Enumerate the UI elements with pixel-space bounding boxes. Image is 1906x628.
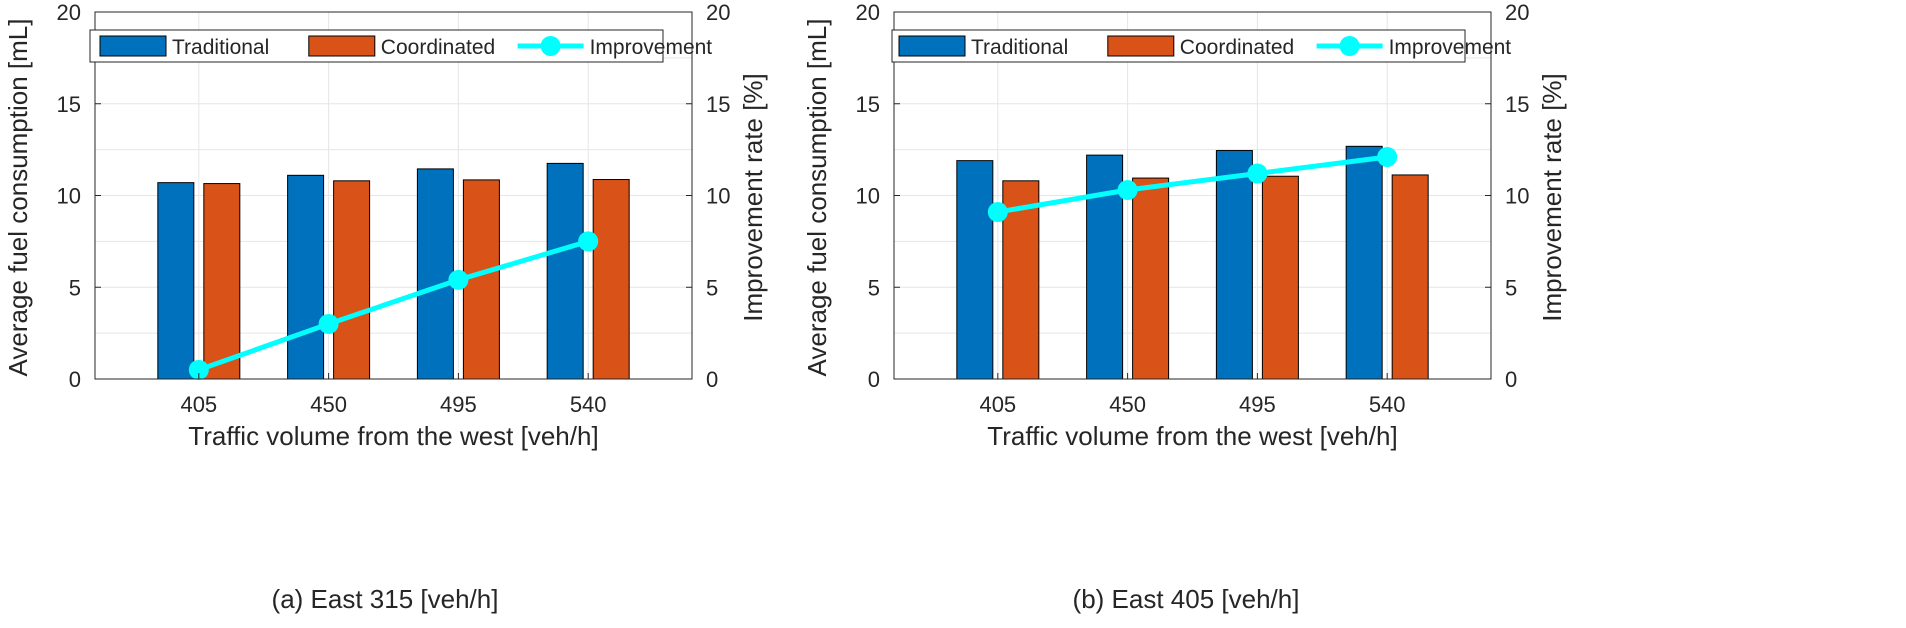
bar-traditional-450	[1086, 154, 1124, 380]
legend-label-traditional: Traditional	[971, 36, 1068, 59]
y2-tick-label: 15	[1505, 92, 1529, 117]
bar-traditional-540	[1345, 145, 1383, 380]
legend-swatch-traditional	[898, 35, 966, 57]
y-tick-label: 10	[856, 184, 880, 209]
bar-traditional-405	[157, 182, 195, 380]
chart-panel-1: 0 5 10 15 20 0 5 10 15 20 405 450 495 540 Traffic volu…	[802, 0, 1567, 614]
x-tick-label: 450	[1109, 392, 1146, 417]
y2-tick-label: 20	[706, 0, 730, 25]
legend-label-traditional: Traditional	[172, 36, 269, 59]
legend: Traditional Coordinated Improvement	[891, 29, 1512, 63]
y2-tick-label: 5	[1505, 275, 1517, 300]
point-improvement-405	[987, 202, 1008, 223]
x-tick-label: 495	[1239, 392, 1276, 417]
point-improvement-450	[1117, 179, 1138, 200]
y2-tick-label: 10	[706, 184, 730, 209]
x-tick-label: 540	[1369, 392, 1406, 417]
bar-traditional-405	[956, 160, 994, 380]
bar-traditional-450	[287, 174, 325, 380]
y2-tick-label: 15	[706, 92, 730, 117]
y-tick-label: 5	[69, 275, 81, 300]
point-improvement-495	[1247, 163, 1268, 184]
y2-tick-label: 0	[706, 367, 718, 392]
legend-swatch-coordinated	[1107, 35, 1175, 57]
y-tick-label: 0	[69, 367, 81, 392]
y2-axis-label: Improvement rate [%]	[738, 73, 768, 322]
y-tick-label: 20	[57, 0, 81, 25]
x-tick-label: 405	[180, 392, 217, 417]
bar-coordinated-405	[203, 183, 241, 380]
legend: Traditional Coordinated Improvement	[89, 29, 713, 63]
legend-label-improvement: Improvement	[1389, 36, 1512, 59]
point-improvement-405	[188, 359, 209, 380]
point-improvement-450	[318, 313, 339, 334]
y-tick-label: 15	[856, 92, 880, 117]
y2-tick-label: 0	[1505, 367, 1517, 392]
bar-traditional-540	[546, 162, 584, 380]
y-tick-label: 10	[57, 184, 81, 209]
bar-coordinated-495	[462, 179, 500, 380]
point-improvement-540	[1377, 146, 1398, 167]
bar-traditional-495	[1215, 150, 1253, 380]
y-tick-label: 0	[868, 367, 880, 392]
y2-tick-label: 5	[706, 275, 718, 300]
panel-caption: (b) East 405 [veh/h]	[1073, 584, 1300, 614]
chart-panel-0: 0 5 10 15 20 0 5 10 15 20 405 450 495 540 Traffic volu…	[3, 0, 768, 614]
legend-label-coordinated: Coordinated	[381, 36, 495, 59]
bar-coordinated-495	[1261, 175, 1299, 380]
y-tick-label: 5	[868, 275, 880, 300]
series-line-improvement	[197, 238, 589, 373]
legend-marker-improvement	[1339, 36, 1360, 56]
bar-coordinated-540	[592, 179, 630, 380]
y-axis-label: Average fuel consumption [mL]	[802, 19, 832, 377]
bar-traditional-495	[416, 168, 454, 380]
legend-swatch-traditional	[99, 35, 167, 57]
legend-label-improvement: Improvement	[590, 36, 713, 59]
y-tick-label: 15	[57, 92, 81, 117]
y2-axis-label: Improvement rate [%]	[1537, 73, 1567, 322]
y-tick-label: 20	[856, 0, 880, 25]
x-axis-label: Traffic volume from the west [veh/h]	[987, 421, 1397, 451]
y2-tick-label: 10	[1505, 184, 1529, 209]
point-improvement-495	[448, 269, 469, 290]
x-tick-label: 405	[979, 392, 1016, 417]
point-improvement-540	[578, 231, 599, 252]
bar-coordinated-405	[1002, 180, 1040, 380]
y2-tick-label: 20	[1505, 0, 1529, 25]
bar-coordinated-450	[1132, 177, 1170, 380]
y-axis-label: Average fuel consumption [mL]	[3, 19, 33, 377]
legend-swatch-coordinated	[308, 35, 376, 57]
x-tick-label: 540	[570, 392, 607, 417]
legend-marker-improvement	[540, 36, 561, 56]
x-tick-label: 495	[440, 392, 477, 417]
panel-caption: (a) East 315 [veh/h]	[272, 584, 499, 614]
x-axis-label: Traffic volume from the west [veh/h]	[188, 421, 598, 451]
series-line-improvement	[997, 154, 1388, 215]
legend-label-coordinated: Coordinated	[1180, 36, 1294, 59]
bar-coordinated-540	[1391, 174, 1429, 380]
bar-coordinated-450	[333, 180, 371, 380]
x-tick-label: 450	[310, 392, 347, 417]
